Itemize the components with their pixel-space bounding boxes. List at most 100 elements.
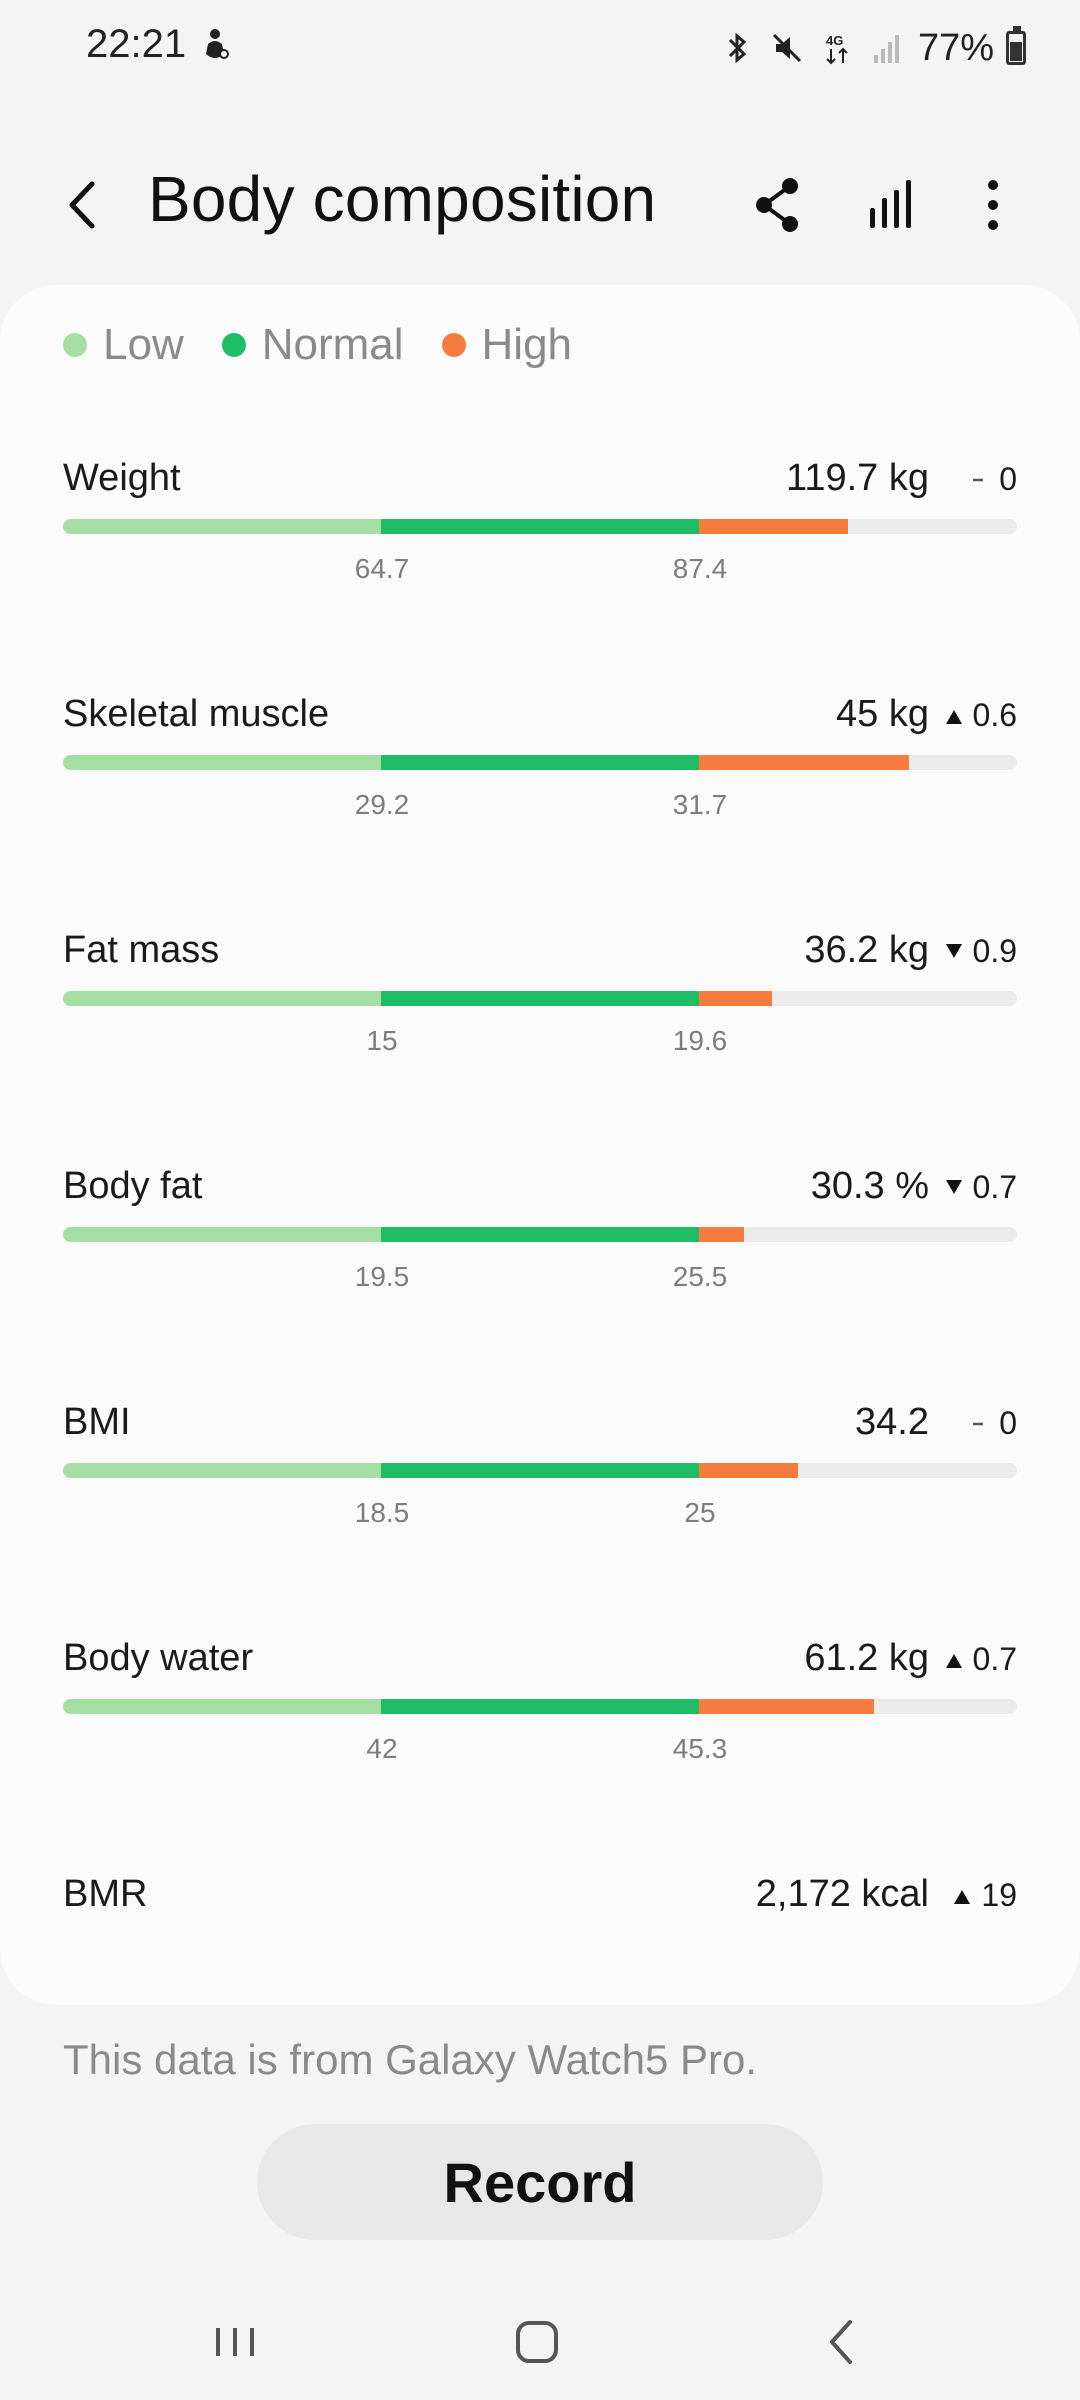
range-low-segment [63,991,381,1006]
battery-icon [1006,26,1026,65]
range-bar [63,1227,1017,1242]
recent-apps-icon[interactable] [200,2312,270,2372]
range-tick-low: 19.5 [354,1261,410,1292]
metric-bmr[interactable]: BMR 2,172 kcal 19 [63,1873,1017,1933]
metric-change: 0 [969,461,1017,498]
metric-name: Weight [63,457,181,499]
legend-label: Low [103,320,184,369]
range-normal-segment [381,519,699,534]
metric-change: 0.7 [943,1169,1017,1206]
more-options-icon[interactable] [960,172,1026,238]
range-tick-high: 87.4 [672,553,728,584]
back-arrow-icon[interactable] [56,172,116,238]
range-bar [63,755,1017,770]
legend-label: High [481,320,573,369]
range-tick-high: 31.7 [672,789,728,820]
legend-label: Normal [261,320,404,369]
range-normal-segment [381,755,699,770]
metric-weight[interactable]: Weight 119.7 kg 0 64.7 87.4 [63,457,1017,637]
metric-name: Body fat [63,1165,203,1207]
metric-change-value: 0.6 [972,697,1017,733]
record-button[interactable]: Record [257,2124,823,2240]
navigation-bar [0,2290,1080,2400]
metric-value: 119.7 kg [786,457,929,499]
bar-chart-icon[interactable] [860,172,926,238]
range-bar [63,991,1017,1006]
metric-name: Skeletal muscle [63,693,330,735]
metric-change-value: 0.7 [972,1641,1017,1677]
range-tick-high: 19.6 [672,1025,728,1056]
range-low-segment [63,1699,381,1714]
metric-change: 0.6 [943,697,1017,734]
no-change-icon [973,478,984,481]
metric-change-value: 0.7 [972,1169,1017,1205]
up-triangle-icon [945,709,962,724]
metric-skeletal-muscle[interactable]: Skeletal muscle 45 kg 0.6 29.2 31.7 [63,693,1017,873]
person-walking-icon [206,29,229,59]
range-high-segment [699,755,909,770]
home-icon[interactable] [502,2312,572,2372]
signal-icon [873,35,899,63]
metric-body-water[interactable]: Body water 61.2 kg 0.7 42 45.3 [63,1637,1017,1817]
network-4g-icon: 4G [826,33,848,65]
data-source-note: This data is from Galaxy Watch5 Pro. [63,2036,758,2083]
page-title: Body composition [148,163,657,235]
legend-item-low: Low [63,320,184,370]
metric-change-value: 0 [999,1405,1017,1441]
up-triangle-icon [954,1889,971,1904]
range-normal-segment [381,1463,699,1478]
down-triangle-icon [945,1179,962,1194]
range-high-segment [699,1463,798,1478]
metric-name: Body water [63,1637,254,1679]
metric-name: BMR [63,1873,148,1915]
legend-dot-high [441,333,466,357]
metric-value: 30.3 % [810,1165,929,1207]
range-normal-segment [381,1699,699,1714]
metric-bmi[interactable]: BMI 34.2 0 18.5 25 [63,1401,1017,1581]
metric-value: 34.2 [855,1401,929,1443]
range-low-segment [63,1227,381,1242]
range-high-segment [699,519,848,534]
metric-name: Fat mass [63,929,220,971]
metric-value: 36.2 kg [804,929,929,971]
metric-value: 45 kg [836,693,929,735]
range-low-segment [63,755,381,770]
range-normal-segment [381,991,699,1006]
nav-back-icon[interactable] [806,2312,876,2372]
no-change-icon [973,1422,984,1425]
metric-change-value: 0.9 [972,933,1017,969]
legend: Low Normal High [63,320,572,370]
body-composition-card: Low Normal High Weight 119.7 kg 0 64.7 8… [0,285,1080,2005]
range-low-segment [63,519,381,534]
range-tick-low: 42 [366,1733,398,1764]
status-icons: 4G 77% [718,22,1026,74]
range-tick-low: 18.5 [354,1497,410,1528]
metric-change: 19 [951,1877,1017,1914]
legend-item-high: High [441,320,573,370]
svg-text:4G: 4G [826,33,843,48]
app-bar: Body composition [0,150,1080,260]
bluetooth-icon [728,32,747,64]
range-tick-low: 64.7 [354,553,410,584]
share-icon[interactable] [746,172,812,238]
metric-change: 0.7 [943,1641,1017,1678]
metric-body-fat[interactable]: Body fat 30.3 % 0.7 19.5 25.5 [63,1165,1017,1345]
range-bar [63,1463,1017,1478]
metric-value: 61.2 kg [804,1637,929,1679]
range-tick-high: 45.3 [672,1733,728,1764]
range-bar [63,519,1017,534]
range-tick-high: 25 [684,1497,716,1528]
status-time: 22:21 [86,22,187,66]
metric-change: 0.9 [943,933,1017,970]
range-tick-high: 25.5 [672,1261,728,1292]
metric-change-value: 0 [999,461,1017,497]
legend-item-normal: Normal [221,320,404,370]
legend-dot-low [63,333,87,357]
down-triangle-icon [945,943,962,958]
range-low-segment [63,1463,381,1478]
metric-fat-mass[interactable]: Fat mass 36.2 kg 0.9 15 19.6 [63,929,1017,1109]
range-normal-segment [381,1227,699,1242]
range-high-segment [699,1227,744,1242]
metric-value: 2,172 kcal [755,1873,929,1915]
status-bar: 22:21 4G 77% [0,0,1080,100]
